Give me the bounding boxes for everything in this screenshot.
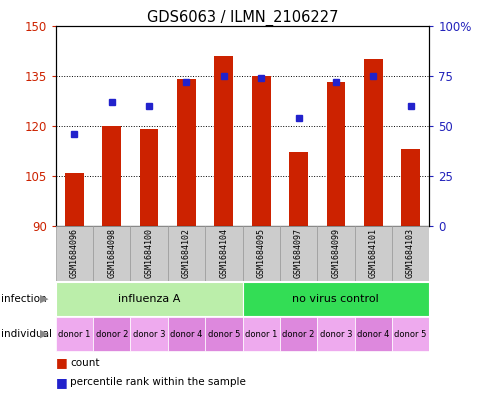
Bar — [242, 226, 279, 281]
Text: individual: individual — [1, 329, 52, 339]
Text: donor 1: donor 1 — [244, 330, 277, 338]
Text: GSM1684097: GSM1684097 — [293, 228, 302, 279]
Text: GSM1684096: GSM1684096 — [70, 228, 79, 279]
Text: donor 3: donor 3 — [319, 330, 351, 338]
Text: donor 2: donor 2 — [282, 330, 314, 338]
Bar — [400, 149, 419, 226]
Bar — [167, 317, 205, 351]
Text: GSM1684099: GSM1684099 — [331, 228, 340, 279]
Bar — [317, 317, 354, 351]
Text: ■: ■ — [56, 376, 67, 389]
Bar — [391, 317, 428, 351]
Bar — [93, 226, 130, 281]
Bar — [130, 317, 167, 351]
Text: GSM1684095: GSM1684095 — [256, 228, 265, 279]
Bar — [167, 226, 205, 281]
Bar — [56, 226, 93, 281]
Bar — [139, 129, 158, 226]
Bar — [242, 282, 428, 316]
Text: GSM1684100: GSM1684100 — [144, 228, 153, 279]
Text: donor 4: donor 4 — [356, 330, 389, 338]
Bar — [93, 317, 130, 351]
Text: donor 5: donor 5 — [393, 330, 426, 338]
Bar — [65, 173, 84, 226]
Text: donor 1: donor 1 — [58, 330, 91, 338]
Text: donor 4: donor 4 — [170, 330, 202, 338]
Bar — [317, 226, 354, 281]
Text: GSM1684103: GSM1684103 — [405, 228, 414, 279]
Bar — [279, 317, 317, 351]
Text: GDS6063 / ILMN_2106227: GDS6063 / ILMN_2106227 — [147, 10, 337, 26]
Text: ■: ■ — [56, 356, 67, 369]
Bar — [214, 55, 233, 226]
Text: no virus control: no virus control — [292, 294, 378, 304]
Text: donor 2: donor 2 — [95, 330, 128, 338]
Bar — [354, 226, 391, 281]
Text: GSM1684102: GSM1684102 — [182, 228, 191, 279]
Text: percentile rank within the sample: percentile rank within the sample — [70, 377, 246, 387]
Bar — [205, 226, 242, 281]
Bar — [56, 317, 93, 351]
Text: GSM1684098: GSM1684098 — [107, 228, 116, 279]
Text: infection: infection — [1, 294, 46, 304]
Text: donor 3: donor 3 — [133, 330, 165, 338]
Text: GSM1684104: GSM1684104 — [219, 228, 228, 279]
Bar — [363, 59, 382, 226]
Text: GSM1684101: GSM1684101 — [368, 228, 377, 279]
Bar — [326, 82, 345, 226]
Text: count: count — [70, 358, 100, 367]
Text: ▶: ▶ — [40, 294, 49, 304]
Bar — [391, 226, 428, 281]
Bar — [279, 226, 317, 281]
Text: influenza A: influenza A — [118, 294, 180, 304]
Bar — [288, 152, 307, 226]
Bar — [205, 317, 242, 351]
Text: ▶: ▶ — [40, 329, 49, 339]
Bar — [56, 282, 242, 316]
Bar — [251, 75, 270, 226]
Bar — [354, 317, 391, 351]
Text: donor 5: donor 5 — [207, 330, 240, 338]
Bar — [130, 226, 167, 281]
Bar — [102, 126, 121, 226]
Bar — [177, 79, 196, 226]
Bar — [242, 317, 279, 351]
